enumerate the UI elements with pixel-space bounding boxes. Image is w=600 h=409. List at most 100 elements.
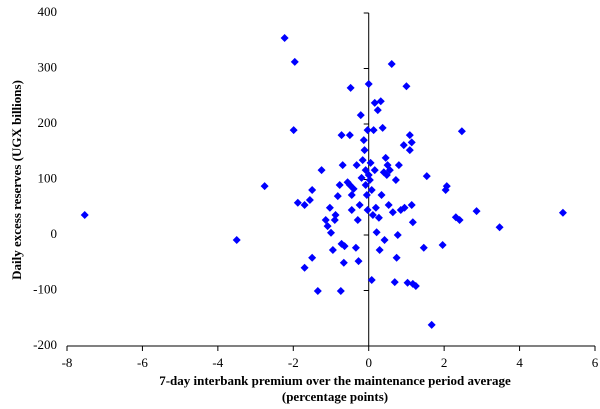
point [472, 207, 481, 216]
point [232, 235, 241, 244]
point [375, 245, 384, 254]
point [358, 156, 367, 165]
point [385, 166, 394, 175]
point [339, 258, 348, 267]
point [362, 191, 371, 200]
point [338, 161, 347, 170]
y-tick-label: 300 [38, 59, 58, 74]
point [393, 231, 402, 239]
point [337, 131, 346, 140]
point [380, 235, 389, 244]
point [289, 126, 298, 135]
point [280, 33, 289, 42]
point [330, 216, 339, 225]
point [300, 201, 309, 210]
point [353, 216, 362, 225]
point [317, 166, 326, 175]
point [411, 282, 420, 291]
x-tick-label: -6 [137, 355, 148, 370]
x-tick-label: 2 [441, 355, 448, 370]
point [376, 97, 385, 106]
point [308, 253, 317, 262]
point [495, 223, 504, 232]
y-tick-label: 100 [38, 170, 58, 185]
point [361, 181, 370, 190]
point [363, 206, 372, 215]
point [363, 126, 372, 135]
point [356, 111, 365, 120]
point [438, 240, 447, 249]
point [293, 198, 302, 207]
point [391, 176, 400, 185]
point [371, 203, 380, 212]
point [374, 213, 383, 222]
point [402, 82, 411, 91]
point [399, 141, 408, 150]
point [335, 181, 344, 190]
point [370, 166, 379, 175]
y-tick-label: 400 [38, 4, 58, 19]
point [355, 201, 364, 210]
point [408, 218, 417, 227]
x-tick-label: -2 [288, 355, 299, 370]
point [346, 83, 355, 92]
point [378, 123, 387, 132]
point [368, 211, 377, 220]
point [300, 263, 309, 272]
point [400, 203, 409, 212]
point [328, 245, 337, 254]
point [349, 184, 358, 193]
point [384, 201, 393, 210]
point [387, 60, 396, 69]
point [345, 131, 354, 140]
point [392, 253, 401, 262]
point [347, 191, 356, 200]
point [405, 146, 414, 155]
point [455, 216, 464, 225]
point [365, 176, 374, 185]
y-axis-label: Daily excess reserves (UGX billions) [9, 80, 24, 280]
point [372, 228, 381, 237]
point [403, 278, 412, 287]
point [381, 153, 390, 162]
point [457, 127, 466, 136]
point [290, 57, 299, 66]
x-tick-label: 0 [365, 355, 372, 370]
point [336, 287, 345, 296]
point [441, 186, 450, 195]
point [405, 131, 414, 140]
point [359, 136, 368, 145]
point [80, 211, 89, 220]
point [370, 98, 379, 107]
point [388, 208, 397, 217]
y-tick-label: -100 [33, 281, 57, 296]
point [377, 191, 386, 200]
point [367, 186, 376, 195]
x-tick-label: 4 [516, 355, 523, 370]
x-axis-label: 7-day interbank premium over the mainten… [159, 373, 511, 388]
point [373, 106, 382, 115]
point [364, 80, 373, 89]
point [327, 228, 335, 237]
point [347, 206, 356, 215]
point [382, 171, 391, 180]
x-tick-label: -4 [212, 355, 223, 370]
x-tick-label: 6 [592, 355, 599, 370]
point [366, 158, 375, 167]
point [357, 173, 366, 182]
point [323, 222, 332, 231]
point [333, 192, 342, 201]
point [331, 211, 340, 220]
y-tick-label: -200 [33, 337, 57, 352]
point [308, 186, 317, 195]
point [340, 242, 349, 251]
point [394, 161, 403, 170]
point [321, 216, 330, 225]
y-tick-label: 200 [38, 115, 58, 130]
point [313, 287, 322, 296]
point [422, 172, 431, 181]
point [325, 203, 334, 212]
point [361, 166, 370, 175]
